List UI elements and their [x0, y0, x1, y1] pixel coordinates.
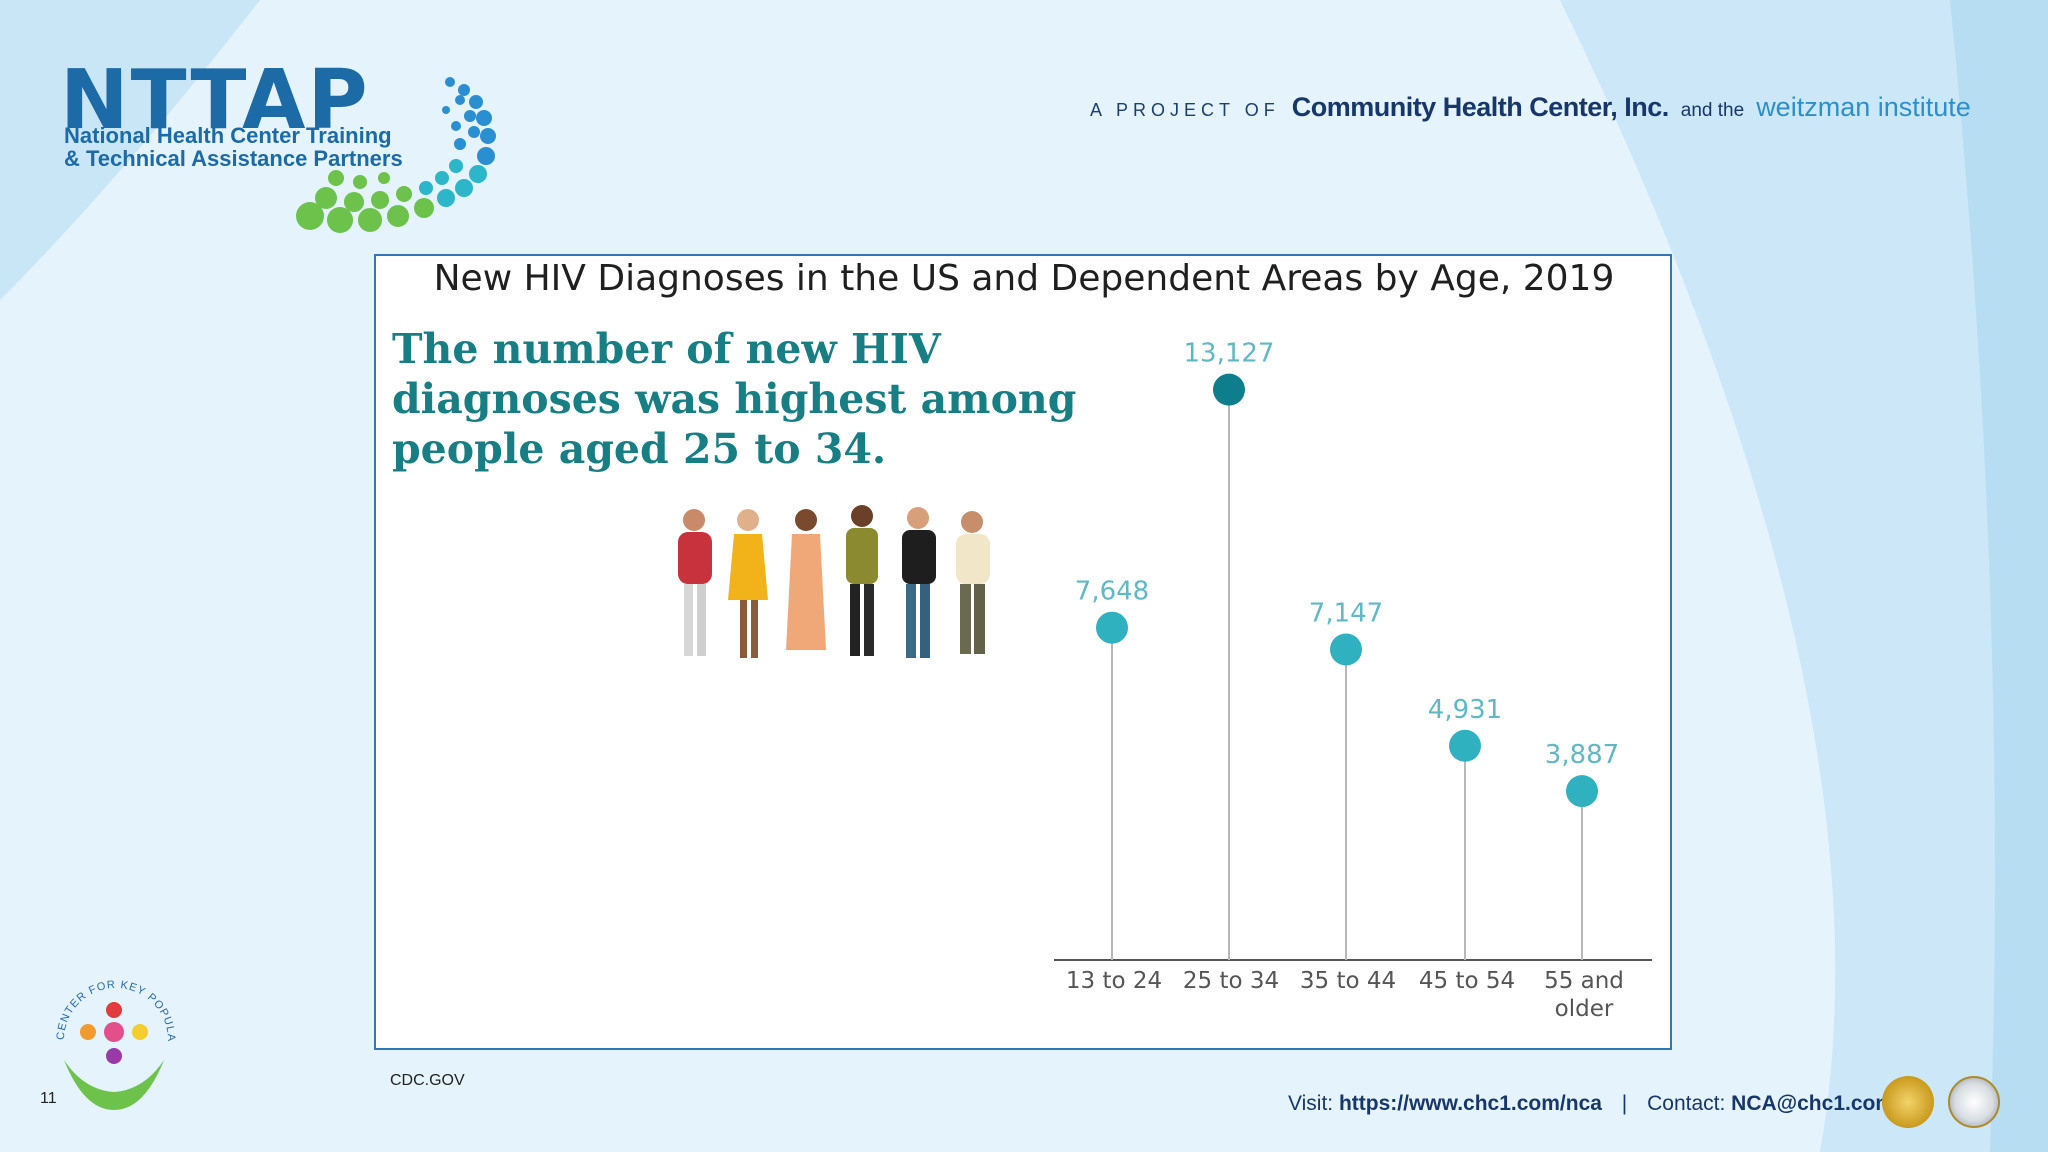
person-black-shirt: [902, 507, 936, 658]
category-label-1: 25 to 34: [1183, 968, 1279, 994]
page-number: 11: [40, 1090, 57, 1107]
category-label-0: 13 to 24: [1066, 968, 1162, 994]
data-point-2: [1330, 633, 1362, 666]
nttap-logo: NTTAP National Health Center Training & …: [60, 53, 496, 260]
chart-card: [374, 254, 1672, 1050]
headline-line1: The number of new HIV: [392, 325, 941, 373]
center-for-key-populations-logo: CENTER FOR KEY POPULATIONS: [44, 970, 176, 1110]
headline-line3: people aged 25 to 34.: [392, 425, 887, 473]
data-point-3: [1449, 729, 1481, 762]
footer-contact: Visit: https://www.chc1.com/nca | Contac…: [1288, 1092, 1894, 1116]
logo-dots-icon: [296, 77, 496, 233]
logo-title: NTTAP: [60, 53, 370, 148]
headline: The number of new HIV diagnoses was high…: [392, 324, 1077, 474]
data-point-0: [1096, 611, 1128, 644]
logo-subtitle-line1: National Health Center Training: [64, 123, 392, 148]
value-label-3: 4,931: [1428, 695, 1502, 725]
category-label-4-1: older: [1555, 996, 1614, 1022]
weitzman-name: weitzman institute: [1756, 92, 1971, 122]
and-the-text: and the: [1680, 100, 1745, 121]
category-label-3: 45 to 54: [1419, 968, 1515, 994]
person-red-hoodie: [678, 509, 712, 656]
logo-subtitle: National Health Center Training & Techni…: [64, 124, 404, 170]
headline-line2: diagnoses was highest among: [392, 375, 1077, 423]
chc-name: Community Health Center, Inc.: [1291, 92, 1670, 122]
visit-label: Visit:: [1288, 1092, 1334, 1115]
person-yellow-dress: [728, 509, 768, 658]
gold-seal-icon: [1882, 1076, 1934, 1128]
category-label-4-0: 55 and: [1544, 968, 1624, 994]
person-peach-dress: [786, 509, 826, 650]
value-label-4: 3,887: [1545, 740, 1619, 770]
ncqa-seal-icon: [1948, 1076, 2000, 1128]
value-label-1: 13,127: [1184, 339, 1275, 369]
project-attribution: A PROJECT OF Community Health Center, In…: [1090, 92, 2010, 132]
contact-label: Contact:: [1647, 1092, 1726, 1115]
visit-url-link[interactable]: https://www.chc1.com/nca: [1338, 1092, 1602, 1115]
person-olive-jacket: [846, 505, 878, 656]
chart-title: New HIV Diagnoses in the US and Dependen…: [433, 258, 1615, 299]
category-label-2: 35 to 44: [1300, 968, 1396, 994]
value-label-2: 7,147: [1309, 598, 1383, 628]
logo-subtitle-line2: & Technical Assistance Partners: [64, 146, 403, 171]
data-point-1: [1213, 373, 1245, 406]
people-illustration: [678, 505, 990, 658]
data-point-4: [1566, 775, 1598, 808]
footer-separator: |: [1621, 1092, 1628, 1115]
contact-email-link[interactable]: NCA@chc1.com: [1731, 1092, 1895, 1115]
source-label: CDC.GOV: [390, 1072, 465, 1089]
value-label-0: 7,648: [1075, 577, 1149, 607]
person-cream-top: [956, 511, 990, 654]
project-prefix: A PROJECT OF: [1090, 100, 1280, 120]
